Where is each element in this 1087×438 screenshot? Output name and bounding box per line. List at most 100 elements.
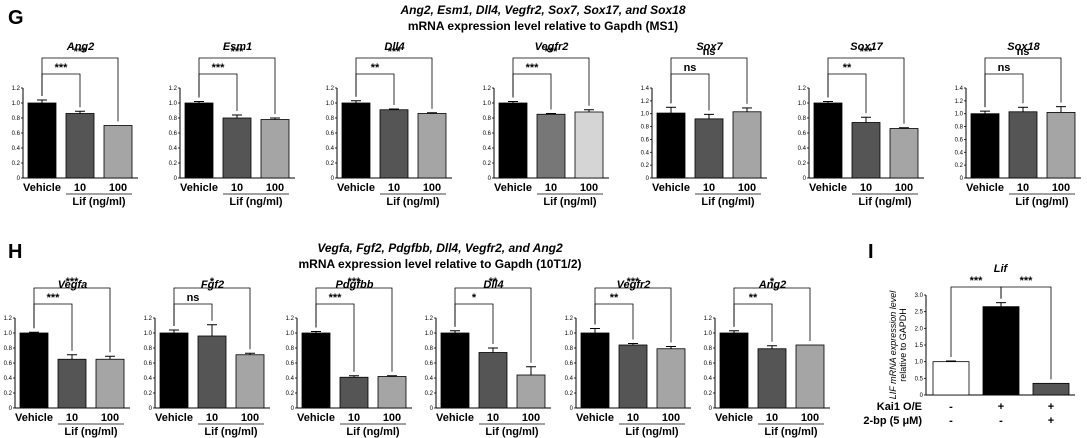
significance-label: *** [970,275,984,287]
bar [377,376,407,409]
x-tick-label: 100 [801,412,819,424]
x-tick-label: 100 [522,412,540,424]
bar [694,118,724,179]
y-tick-label: 0 [291,406,295,412]
y-tick-label: 1.0 [641,112,650,118]
x-tick-label: 10 [487,412,499,424]
significance-bracket [315,287,393,372]
y-tick-label: 0 [430,406,434,412]
x-tick-label: Vehicle [23,182,61,194]
x-axis-label: Lif (ng/ml) [346,426,399,438]
y-tick-label: 0.8 [4,346,13,352]
y-tick-label: 1.0 [144,331,153,337]
y-tick-label: 1.2 [641,99,650,105]
bar [574,111,604,179]
significance-bracket [33,287,111,353]
y-tick-label: 0 [331,176,335,182]
y-tick-label: 0.8 [798,116,807,122]
x-axis-label: Lif (ng/ml) [701,196,754,208]
significance-bracket [173,303,213,326]
y-axis-label: LIF mRNA expression level [888,290,898,400]
y-tick-label: 0.4 [955,150,964,156]
y-tick-label: 1.4 [641,86,650,92]
y-tick-label: 0.6 [704,361,713,367]
bar [184,102,214,179]
y-tick-label: 0.4 [144,376,153,382]
x-tick-label: 100 [580,182,598,194]
y-tick-label: 0.8 [483,116,492,122]
bar [478,352,508,409]
bar [27,102,57,179]
bar [341,102,371,179]
significance-bracket [355,73,395,105]
panel-g-title-line2: mRNA expression level relative to Gapdh … [408,19,678,33]
y-tick-label: 0.2 [483,161,492,167]
y-tick-label: 0.8 [144,346,153,352]
y-tick-label: 0.2 [326,161,335,167]
bar [65,113,95,179]
significance-label: *** [348,276,362,288]
bar [235,354,265,409]
y-tick-label: 1.2 [483,86,492,92]
y-tick-label: 1.0 [483,101,492,107]
y-tick-label: 1.0 [326,101,335,107]
bar [95,358,125,409]
x-axis-label: Lif (ng/ml) [204,426,257,438]
y-tick-label: 0 [920,393,924,399]
factor-value: + [1048,401,1054,413]
x-tick-label: 100 [423,182,441,194]
y-tick-label: 0.8 [286,346,295,352]
bar [970,113,1000,179]
x-axis-label: Lif (ng/ml) [386,196,439,208]
bar [57,358,87,409]
significance-label: ns [998,62,1011,74]
x-tick-label: 100 [241,412,259,424]
significance-bracket [670,73,710,111]
bar [719,332,749,409]
y-tick-label: 0 [570,406,574,412]
y-tick-label: 0 [960,176,964,182]
bar [813,102,843,179]
y-tick-label: 0.2 [955,163,964,169]
bar [732,111,762,179]
y-tick-label: 0.2 [144,391,153,397]
significance-label: *** [47,292,61,304]
bar [260,119,290,179]
chart-title: Lif [994,263,1009,275]
y-tick-label: 1.2 [169,86,178,92]
factor-value: + [1048,415,1054,427]
bar [1032,382,1070,396]
bar [932,361,970,396]
bar [795,344,825,409]
significance-label: *** [627,276,641,288]
chart-4: Vegfr2 0 0.2 0.4 0.6 0.8 1.0 1.2 *** *** Vehicle 10… [483,41,609,208]
significance-label: ** [749,292,758,304]
x-tick-label: Vehicle [337,182,375,194]
bar [103,125,133,179]
y-tick-label: 1.2 [4,316,13,322]
y-tick-label: 1.0 [565,331,574,337]
y-tick-label: 0.8 [425,346,434,352]
x-axis-label: Lif (ng/ml) [1015,196,1068,208]
significance-label: ns [1017,46,1030,58]
factor-value: + [998,401,1004,413]
y-tick-label: 0.8 [169,116,178,122]
x-tick-label: 100 [662,412,680,424]
y-tick-label: 1.2 [798,86,807,92]
bar [618,344,648,409]
bar [440,332,470,409]
y-tick-label: 0.6 [641,137,650,143]
x-tick-label: Vehicle [494,182,532,194]
y-tick-label: 0.2 [4,391,13,397]
significance-bracket [984,73,1024,108]
factor-value: - [949,415,953,427]
y-tick-label: 1.0 [286,331,295,337]
panel-letter-i: I [868,241,874,263]
y-tick-label: 0.2 [286,391,295,397]
significance-label: *** [388,46,402,58]
significance-label: *** [55,62,69,74]
